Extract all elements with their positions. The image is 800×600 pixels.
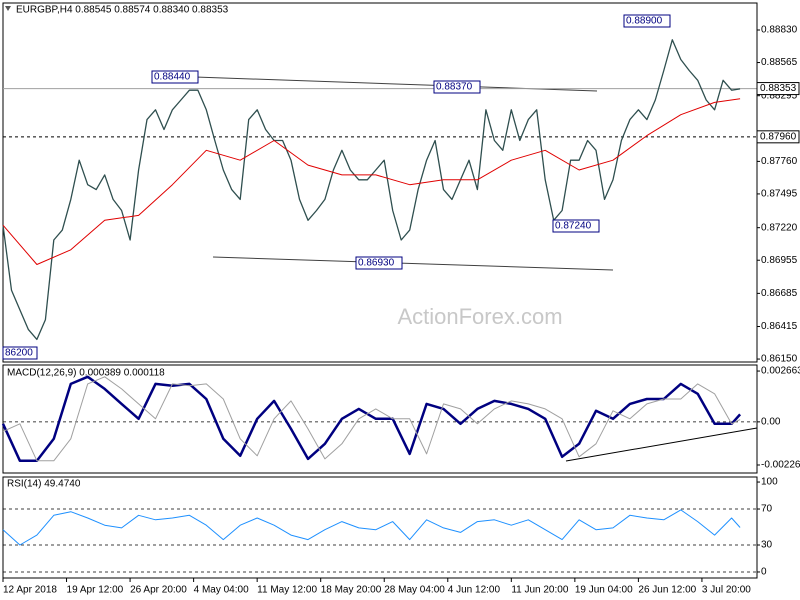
y-tick-label: -0.00226 [761, 460, 800, 471]
annotation-box [2, 346, 38, 360]
series-line [2, 98, 741, 265]
y-tick-label: 0.00 [761, 417, 781, 428]
y-tick-label: 0.86955 [761, 255, 798, 266]
y-tick-label: 0.87760 [761, 156, 798, 167]
x-tick-label: 18 May 20:00 [321, 585, 382, 596]
y-tick-label: 70 [761, 504, 773, 515]
y-tick-label: 100 [761, 477, 778, 488]
annotation: 0.88370 [436, 82, 473, 93]
x-tick-label: 26 Jun 12:00 [638, 585, 696, 596]
y-tick-label: 0.88565 [761, 57, 798, 68]
panel-title: EURGBP,H4 0.88545 0.88574 0.88340 0.8835… [16, 5, 229, 16]
symbol-icon [5, 6, 11, 11]
series-line [2, 509, 741, 546]
level-label: 0.87960 [760, 131, 797, 142]
annotation-box [552, 219, 600, 233]
x-tick-label: 4 Jun 12:00 [448, 585, 501, 596]
y-tick-label: 0.86415 [761, 321, 798, 332]
x-tick-label: 28 May 04:00 [384, 585, 445, 596]
y-tick-label: 0.87220 [761, 222, 798, 233]
x-tick-label: 19 Apr 12:00 [67, 585, 124, 596]
annotation-box [623, 14, 671, 28]
price-panel [2, 2, 758, 363]
x-tick-label: 4 May 04:00 [194, 585, 249, 596]
rsi-panel [2, 476, 758, 579]
y-tick-label: 0.86685 [761, 288, 798, 299]
x-tick-label: 11 May 12:00 [257, 585, 317, 596]
annotation-box [355, 256, 403, 270]
panel-title: MACD(12,26,9) 0.000389 0.000118 [7, 368, 165, 379]
annotation: 0.86930 [358, 258, 395, 269]
y-tick-label: 0.88830 [761, 25, 798, 36]
x-tick-label: 26 Apr 20:00 [130, 585, 187, 596]
macd-panel [2, 364, 758, 474]
annotation: 0.88440 [154, 72, 191, 83]
series-line [2, 376, 741, 462]
annotation: 0.88900 [626, 16, 663, 27]
watermark: ActionForex.com [397, 304, 562, 329]
annotation-box [151, 70, 199, 84]
y-tick-label: 0.86150 [761, 354, 798, 365]
lower-trendline [212, 256, 614, 271]
y-tick-label: 0 [761, 567, 767, 578]
y-tick-label: 0.88295 [761, 90, 798, 101]
y-tick-label: 0.87495 [761, 189, 798, 200]
level-box [756, 82, 800, 96]
annotation-box [433, 80, 481, 94]
annotation: 86200 [5, 348, 33, 359]
x-tick-label: 11 Jun 20:00 [511, 585, 569, 596]
level-box [756, 130, 800, 144]
level-label: 0.88353 [760, 83, 797, 94]
panel-title: RSI(14) 49.4740 [7, 479, 81, 490]
x-tick-label: 3 Jul 20:00 [702, 585, 751, 596]
y-tick-label: 30 [761, 540, 773, 551]
x-tick-label: 12 Apr 2018 [3, 585, 57, 596]
x-tick-label: 19 Jun 04:00 [575, 585, 633, 596]
macd-trendline [565, 427, 758, 462]
series-line [1, 375, 742, 463]
y-tick-label: 0.002663 [761, 366, 800, 377]
annotation: 0.87240 [555, 221, 592, 232]
